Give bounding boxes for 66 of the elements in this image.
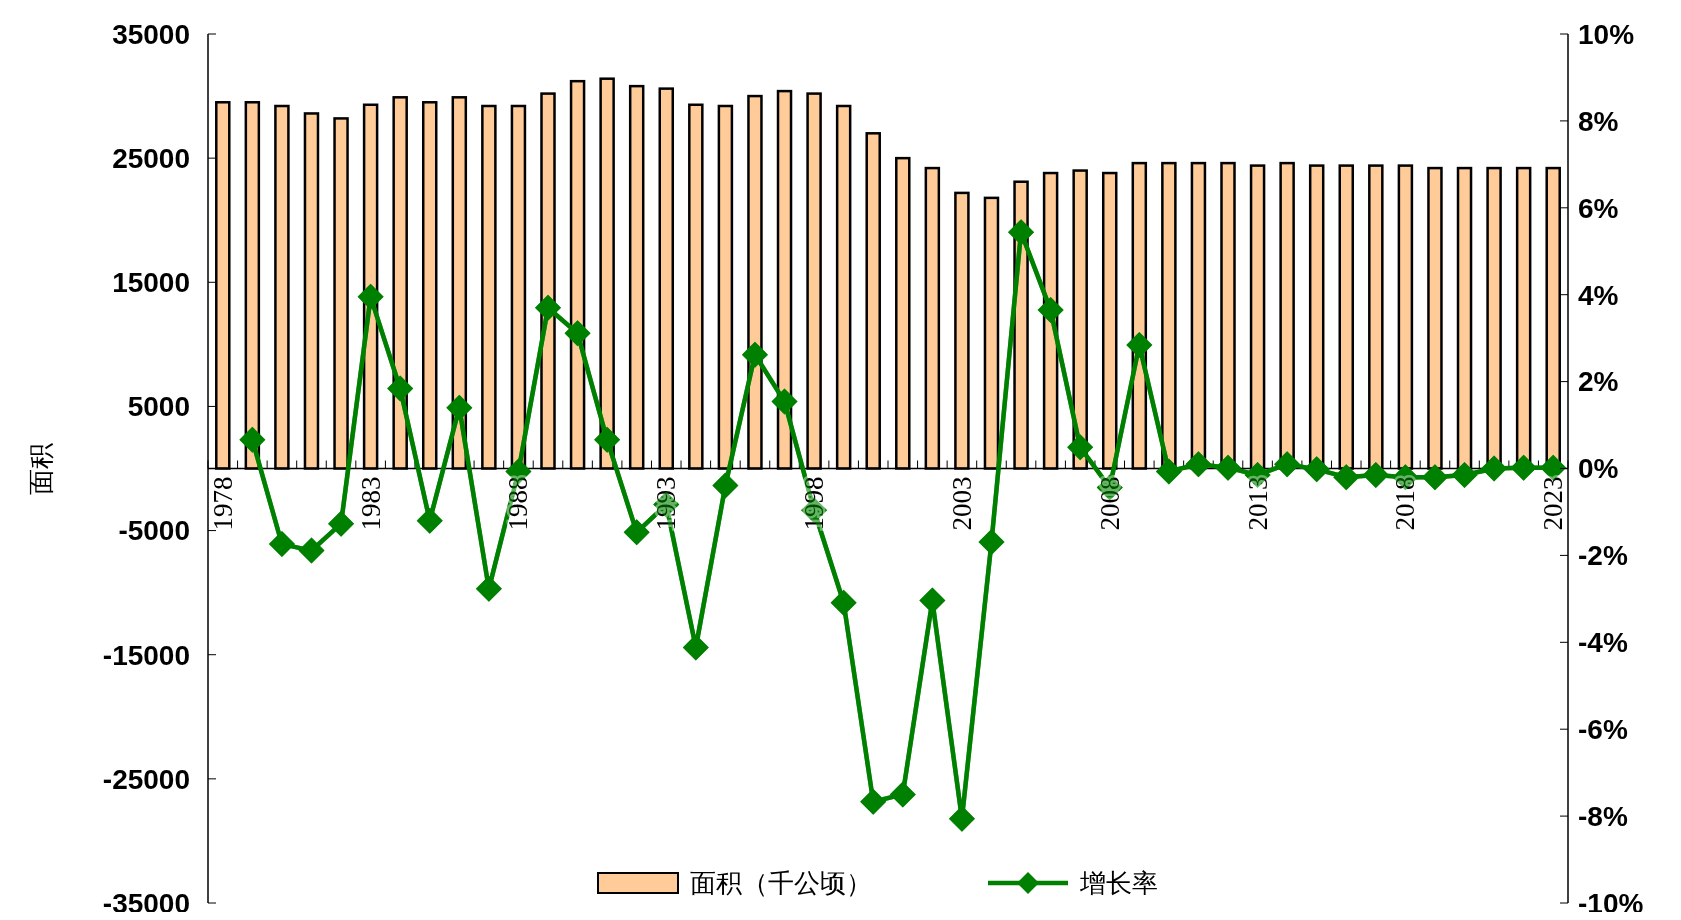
y2-tick-label: -4% bbox=[1578, 627, 1628, 659]
point bbox=[1274, 451, 1301, 478]
point bbox=[623, 519, 650, 546]
point bbox=[328, 510, 355, 537]
y2-tick-label: 10% bbox=[1578, 18, 1635, 50]
legend-label: 面积（千公顷） bbox=[690, 868, 872, 899]
point bbox=[357, 283, 384, 310]
point bbox=[771, 388, 798, 415]
point bbox=[1185, 451, 1212, 478]
point bbox=[978, 528, 1005, 555]
y2-tick-label: -6% bbox=[1578, 714, 1628, 745]
point bbox=[1421, 464, 1448, 491]
point bbox=[535, 294, 561, 321]
x-tick-label: 1998 bbox=[799, 476, 830, 531]
x-tick-label: 2018 bbox=[1390, 476, 1421, 531]
y2-tick-label: -8% bbox=[1578, 800, 1628, 832]
point bbox=[1333, 464, 1360, 491]
legend-label: 增长率 bbox=[1079, 868, 1158, 899]
y2-tick-label: 4% bbox=[1578, 279, 1619, 311]
x-tick-label: 1978 bbox=[207, 476, 238, 531]
point bbox=[416, 507, 443, 534]
y-tick-label: -15000 bbox=[102, 639, 190, 671]
x-tick-label: 1983 bbox=[355, 476, 386, 531]
point bbox=[1126, 332, 1153, 359]
y-tick-label: 15000 bbox=[112, 267, 190, 299]
y2-tick-label: 6% bbox=[1578, 192, 1619, 224]
point bbox=[1303, 456, 1330, 483]
y-axis-title: 面积 bbox=[26, 442, 56, 495]
y-tick-label: -25000 bbox=[102, 763, 190, 795]
point bbox=[1037, 296, 1064, 323]
x-tick-label: 1988 bbox=[503, 476, 534, 531]
point bbox=[239, 426, 266, 453]
point bbox=[387, 375, 414, 402]
y-tick-label: 25000 bbox=[112, 142, 190, 174]
x-tick-label: 2013 bbox=[1242, 476, 1273, 531]
point bbox=[682, 634, 709, 661]
point bbox=[1155, 458, 1182, 485]
point bbox=[1481, 455, 1508, 482]
x-tick-label: 2023 bbox=[1538, 476, 1569, 531]
y2-tick-label: 0% bbox=[1578, 453, 1619, 485]
point bbox=[1215, 454, 1241, 481]
x-tick-label: 1993 bbox=[651, 476, 682, 531]
point bbox=[446, 394, 473, 421]
y-tick-label: 35000 bbox=[112, 18, 190, 50]
point bbox=[1362, 462, 1389, 489]
point bbox=[298, 537, 325, 564]
point bbox=[268, 531, 295, 558]
point bbox=[860, 788, 887, 815]
point bbox=[1510, 454, 1537, 481]
point bbox=[564, 320, 591, 347]
y2-tick-label: 8% bbox=[1578, 105, 1619, 137]
y-tick-label: -5000 bbox=[118, 515, 190, 547]
y2-tick-label: 2% bbox=[1578, 366, 1619, 398]
point bbox=[712, 472, 739, 499]
point bbox=[475, 575, 502, 602]
y-tick-label: 5000 bbox=[127, 391, 190, 423]
point bbox=[1451, 462, 1478, 489]
point bbox=[889, 781, 916, 808]
point bbox=[830, 589, 857, 616]
x-tick-label: 2003 bbox=[946, 476, 977, 531]
point bbox=[741, 341, 768, 368]
x-tick-label: 2008 bbox=[1094, 476, 1125, 531]
point bbox=[1067, 434, 1094, 461]
y2-tick-label: -2% bbox=[1578, 540, 1628, 572]
point bbox=[1008, 219, 1035, 246]
point bbox=[594, 426, 621, 453]
